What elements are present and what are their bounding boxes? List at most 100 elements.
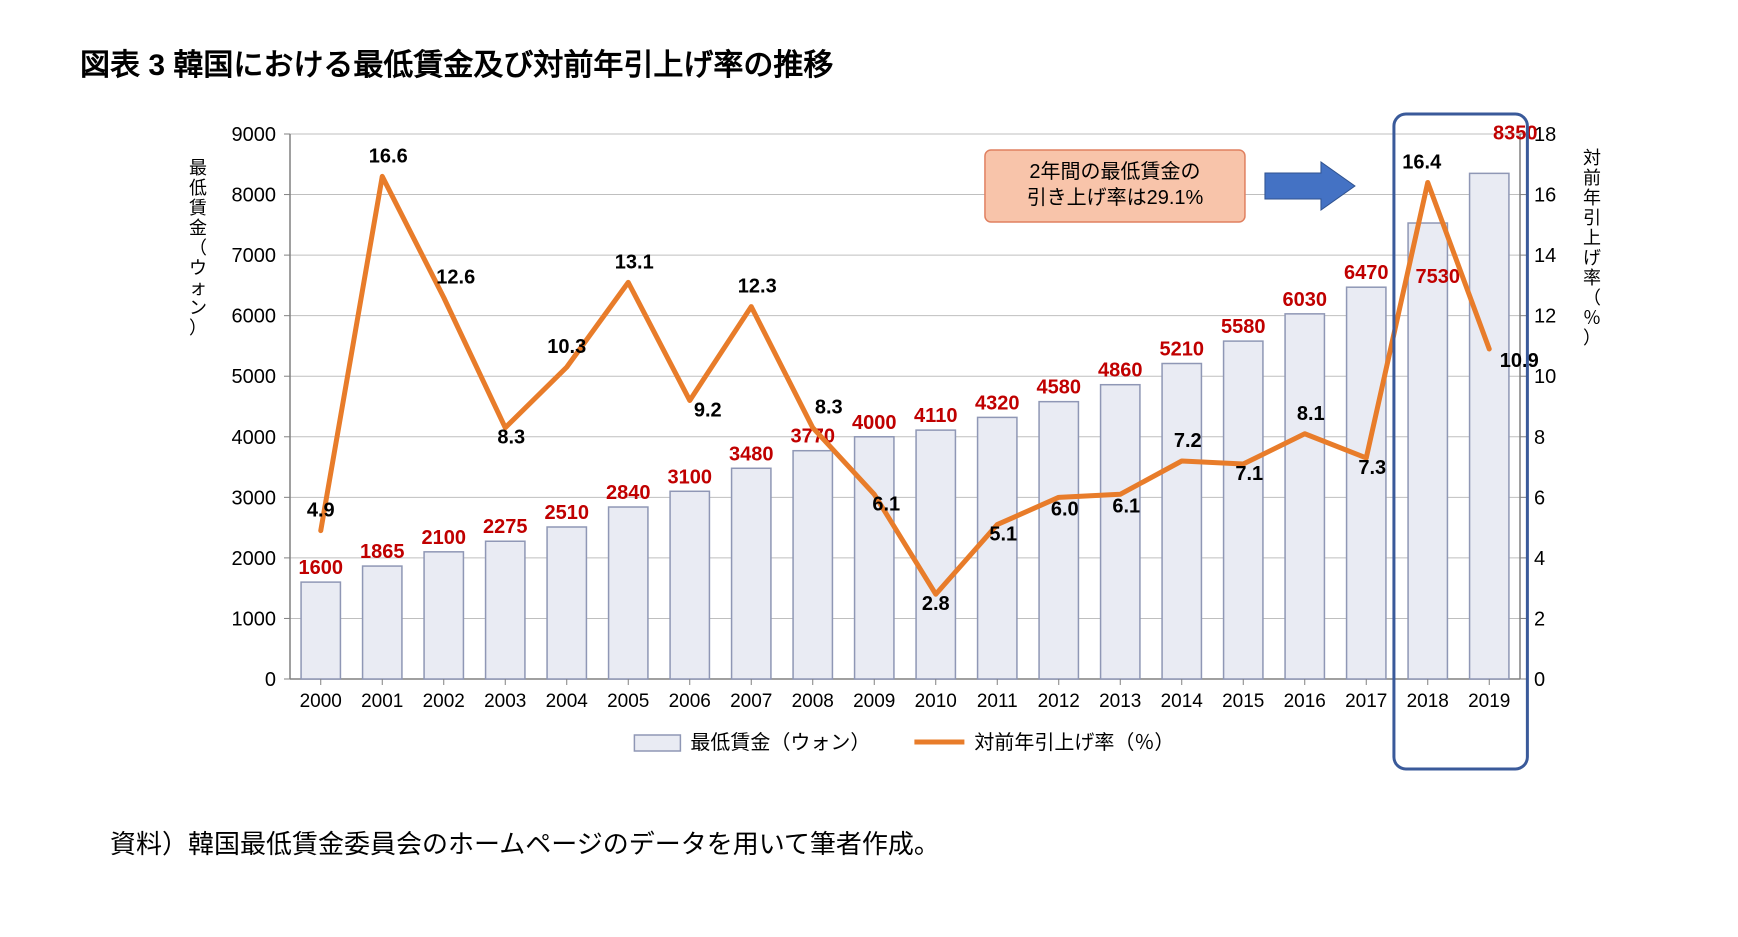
left-axis-label-char: 金: [189, 218, 207, 238]
bar: [1162, 364, 1201, 679]
rate-label: 6.1: [1112, 495, 1140, 517]
bar: [1470, 173, 1509, 679]
x-tick-label: 2011: [977, 691, 1018, 712]
rate-label: 8.3: [815, 397, 843, 419]
x-tick-label: 2007: [730, 691, 772, 712]
bar-value-label: 1865: [360, 541, 405, 563]
bar-value-label: 4110: [914, 405, 957, 427]
right-axis-label-char: 対: [1583, 148, 1601, 168]
rate-label: 5.1: [989, 524, 1017, 546]
rate-label: 6.1: [872, 493, 900, 515]
rate-label: 10.9: [1500, 350, 1539, 372]
left-axis-label-char: ォ: [189, 278, 207, 298]
x-tick-label: 2002: [423, 691, 465, 712]
right-tick-label: 8: [1534, 427, 1545, 449]
x-tick-label: 2010: [915, 691, 957, 712]
rate-label: 4.9: [307, 500, 335, 522]
rate-label: 13.1: [615, 251, 654, 273]
bar-value-label: 4000: [852, 412, 897, 434]
bar: [670, 491, 709, 679]
bar-value-label: 2840: [606, 482, 651, 504]
bar: [793, 451, 832, 679]
x-tick-label: 2012: [1038, 691, 1080, 712]
bar: [1224, 341, 1263, 679]
right-tick-label: 2: [1534, 608, 1545, 630]
right-axis-label-char: ％: [1583, 308, 1601, 328]
right-axis-label-char: （: [1583, 288, 1601, 308]
bar: [916, 430, 955, 679]
rate-label: 16.4: [1402, 151, 1442, 173]
rate-label: 7.1: [1235, 463, 1263, 485]
x-tick-label: 2003: [484, 691, 526, 712]
left-tick-label: 0: [265, 669, 276, 691]
chart-title: 図表 3 韓国における最低賃金及び対前年引上げ率の推移: [80, 40, 1658, 84]
left-axis-label-char: ン: [189, 298, 207, 318]
left-axis-label-char: 賃: [189, 198, 207, 218]
left-tick-label: 4000: [232, 427, 277, 449]
x-tick-label: 2005: [607, 691, 649, 712]
x-tick-label: 2001: [361, 691, 403, 712]
bar: [1285, 314, 1324, 679]
page: 図表 3 韓国における最低賃金及び対前年引上げ率の推移 010002000300…: [0, 0, 1738, 937]
bar-value-label: 2100: [422, 527, 467, 549]
callout-text-line2: 引き上げ率は29.1%: [1027, 186, 1204, 209]
left-tick-label: 8000: [232, 185, 277, 207]
left-axis-label-char: 最: [189, 158, 207, 178]
bar-value-label: 3480: [729, 443, 774, 465]
bar-value-label: 2510: [545, 502, 590, 524]
left-tick-label: 9000: [232, 124, 277, 146]
x-tick-label: 2009: [853, 691, 895, 712]
left-axis-label-char: 低: [189, 178, 207, 198]
right-axis-label-char: 率: [1583, 268, 1601, 288]
left-axis-label-char: ）: [189, 318, 207, 338]
left-axis-label-char: ウ: [189, 258, 207, 278]
bar-value-label: 4580: [1037, 377, 1082, 399]
left-tick-label: 2000: [232, 548, 277, 570]
bar: [547, 527, 586, 679]
right-axis-label-char: 前: [1583, 168, 1601, 188]
bar: [363, 566, 402, 679]
rate-label: 6.0: [1051, 498, 1079, 520]
right-axis-label-char: げ: [1583, 248, 1601, 268]
bar: [609, 507, 648, 679]
chart-svg: 0100020003000400050006000700080009000024…: [80, 104, 1658, 804]
right-axis-label-char: 引: [1583, 208, 1601, 228]
left-tick-label: 3000: [232, 487, 277, 509]
bar: [301, 582, 340, 679]
bar: [1347, 287, 1386, 679]
source-note: 資料）韓国最低賃金委員会のホームページのデータを用いて筆者作成。: [80, 824, 1658, 861]
rate-label: 12.6: [436, 267, 475, 289]
bar-value-label: 5210: [1160, 339, 1205, 361]
right-axis-label-char: 年: [1583, 188, 1601, 208]
bar: [424, 552, 463, 679]
bar-value-label: 6470: [1344, 262, 1389, 284]
rate-label: 9.2: [694, 399, 722, 421]
bar-value-label: 6030: [1283, 289, 1328, 311]
x-tick-label: 2000: [300, 691, 342, 712]
rate-label: 7.2: [1174, 430, 1202, 452]
x-tick-label: 2018: [1407, 691, 1449, 712]
right-tick-label: 6: [1534, 487, 1545, 509]
x-tick-label: 2013: [1099, 691, 1141, 712]
legend-line-label: 対前年引上げ率（％）: [974, 731, 1174, 754]
bar: [1408, 223, 1447, 679]
bar: [1101, 385, 1140, 679]
x-tick-label: 2004: [546, 691, 589, 712]
x-tick-label: 2019: [1468, 691, 1510, 712]
bar-value-label: 4860: [1098, 360, 1143, 382]
bar-value-label: 1600: [299, 557, 344, 579]
bar: [1039, 402, 1078, 679]
legend-bar-swatch: [634, 735, 680, 751]
right-tick-label: 16: [1534, 185, 1556, 207]
bar-value-label: 3100: [668, 466, 713, 488]
left-tick-label: 5000: [232, 366, 277, 388]
x-tick-label: 2015: [1222, 691, 1264, 712]
left-tick-label: 7000: [232, 245, 277, 267]
rate-label: 16.6: [369, 145, 408, 167]
right-tick-label: 14: [1534, 245, 1556, 267]
x-tick-label: 2014: [1161, 691, 1204, 712]
bar-value-label: 2275: [483, 516, 528, 538]
left-tick-label: 6000: [232, 306, 277, 328]
legend-bar-label: 最低賃金（ウォン）: [690, 731, 870, 754]
x-tick-label: 2016: [1284, 691, 1326, 712]
